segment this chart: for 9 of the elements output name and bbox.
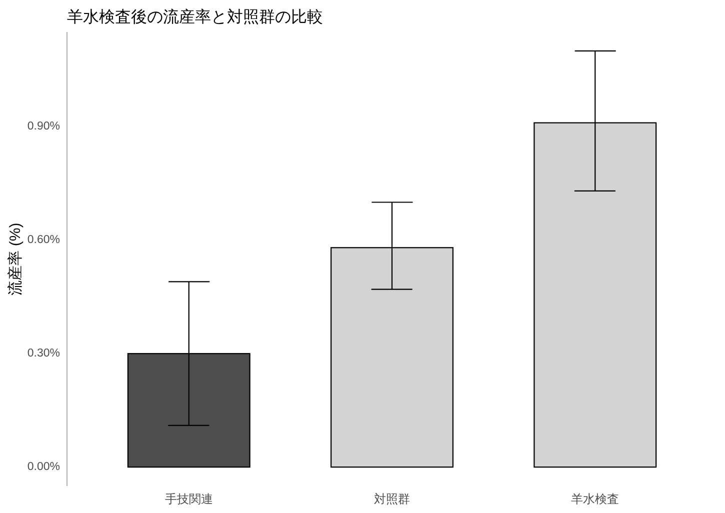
x-tick-label: 対照群: [374, 492, 410, 506]
y-tick-label: 0.00%: [27, 461, 60, 474]
y-tick-label: 0.60%: [27, 234, 60, 246]
y-axis-title: 流産率 (%): [7, 222, 24, 296]
y-tick-label: 0.30%: [27, 348, 60, 360]
x-tick-label: 羊水検査: [571, 492, 620, 506]
x-tick-label: 手技関連: [164, 492, 213, 506]
y-tick-label: 0.90%: [27, 120, 60, 133]
chart-title: 羊水検査後の流産率と対照群の比較: [67, 9, 323, 26]
